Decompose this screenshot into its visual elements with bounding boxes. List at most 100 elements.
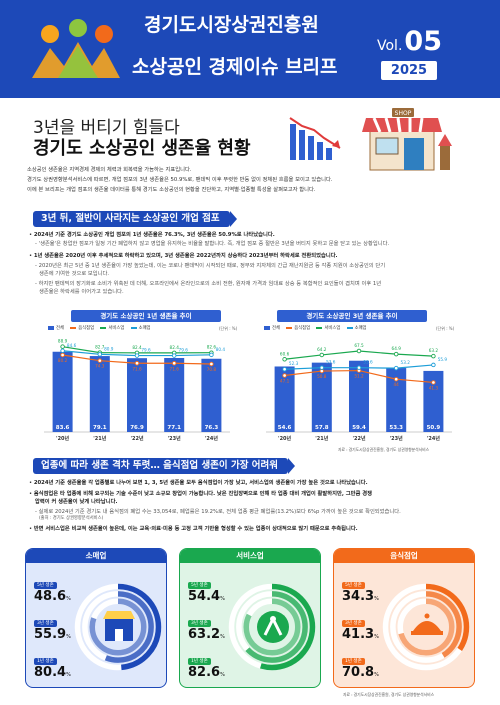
point-value-label: 79.6 — [141, 348, 151, 353]
series-point — [393, 365, 399, 371]
card-title: 소매업 — [26, 549, 166, 563]
series-point — [393, 351, 399, 357]
series-point — [209, 361, 214, 367]
bar-total — [386, 368, 407, 432]
survival-row: 3년 생존 55.9% — [34, 609, 71, 644]
x-tick-label: '20년 — [278, 435, 291, 442]
series-point — [171, 361, 177, 366]
bullet: • 음식점업은 타 업종에 비해 요구되는 기술 수준이 낮고 소규모 창업이 … — [29, 491, 372, 497]
legend-swatch — [130, 326, 137, 329]
series-point — [209, 352, 214, 358]
legend-swatch — [316, 326, 323, 329]
shop-sign-text: SHOP — [395, 110, 412, 117]
point-value-label: 64.2 — [317, 347, 327, 352]
bullet: • 반면 서비스업은 비교적 생존율이 높은데, 이는 교육·의료·미용 등 고… — [29, 526, 358, 532]
survival-rate-value: 55.9% — [34, 627, 71, 642]
x-tick-label: '21년 — [93, 435, 106, 442]
series-point — [134, 353, 140, 358]
bullet: • 2024년 기준 경기도 소상공인 개업 점포의 1년 생존율은 76.3%… — [29, 232, 275, 238]
intro-line: 경기도 상권영향분석서비스에 따르면, 개업 점포의 3년 생존율은 50.9%… — [27, 177, 333, 183]
intro-line: 소상공인 생존율은 지역경제 경제의 체력과 회복력을 가늠하는 지표입니다. — [27, 167, 192, 173]
intro-line: 이에 본 브리프는 개업 점포의 생존율 데이터를 통해 경기도 소상공인의 현… — [27, 187, 316, 193]
survival-row: 5년 생존 48.6% — [34, 571, 71, 606]
x-tick-label: '22년 — [352, 435, 365, 442]
org-name: 경기도시장상권진흥원 — [144, 14, 319, 36]
unit-label: % — [220, 596, 225, 602]
survival-period-label: 1년 생존 — [188, 658, 211, 665]
point-value-label: 41.3 — [429, 385, 439, 390]
decline-chart-icon — [289, 117, 341, 160]
survival-row: 3년 생존 63.2% — [188, 609, 225, 644]
legend-swatch — [70, 326, 77, 329]
bar-value-label: 79.1 — [93, 425, 107, 431]
section-2-heading: 업종에 따라 생존 격차 뚜렷… 음식점업 생존이 가장 어려워 — [33, 458, 295, 474]
legend-swatch — [100, 326, 107, 329]
bar-value-label: 76.9 — [130, 425, 144, 431]
legend-item: 전체 — [264, 325, 280, 331]
survival-rate-value: 63.2% — [188, 627, 225, 642]
survival-period-label: 5년 생존 — [188, 582, 211, 589]
ring-fill — [236, 591, 308, 663]
card-retail: 소매업 5년 생존 48.6% 3년 생존 55.9% 1년 생존 80.4% — [25, 548, 167, 688]
survival-rate-value: 41.3% — [342, 627, 379, 642]
bar-value-label: 76.3 — [205, 425, 219, 431]
survival-period-label: 1년 생존 — [342, 658, 365, 665]
bullet-text: 2024년 기준 생존율을 각 업종별로 나누어 보면 1, 3, 5년 생존율… — [33, 480, 368, 486]
unit-label: % — [374, 634, 379, 640]
survival-period-label: 3년 생존 — [342, 620, 365, 627]
store-icon: SHOP — [362, 108, 452, 171]
point-value-label: 84.6 — [67, 343, 77, 348]
series-point — [282, 357, 287, 362]
sub-bullet: - 2020년은 최근 5년 중 1년 생존율이 가장 높았는데, 이는 코로나… — [35, 263, 386, 269]
survival-rate-value: 80.4% — [34, 665, 71, 680]
footer-source: 자료 : 경기도시장상권진흥원, 경기도 상권영향분석서비스 — [343, 692, 435, 697]
brief-title: 소상공인 경제이슈 브리프 — [132, 56, 338, 78]
chart-1-plot: 83.6 '20년 79.1 '21년 76.9 '22년 77.1 '23년 76.3 '24년… — [44, 339, 230, 442]
survival-rate-value: 82.6% — [188, 665, 225, 680]
x-tick-label: '24년 — [427, 435, 440, 442]
chart-2-plot: 54.6 '20년 57.8 '21년 59.4 '22년 53.3 '23년 50.9 '24년… — [266, 343, 452, 442]
legend-swatch — [48, 325, 54, 330]
title-line-1: 3년을 버티기 힘들다 — [33, 118, 180, 138]
survival-ring-chart — [228, 583, 316, 671]
ring-fill — [74, 583, 162, 671]
bullet-text: '생존율'은 창업한 점포가 일정 기간 폐업하지 않고 영업을 유지하는 비율… — [38, 241, 390, 247]
point-value-label: 60.6 — [280, 351, 290, 356]
bar-value-label: 59.4 — [352, 425, 366, 431]
bullet-text: 2024년 기준 경기도 소상공인 개업 점포의 1년 생존율은 76.3%, … — [33, 232, 275, 238]
legend-item: 음식점업 — [286, 325, 310, 331]
series-point — [60, 348, 65, 354]
bullet-text: 반면 서비스업은 비교적 생존율이 높은데, 이는 교육·의료·미용 등 고정 … — [33, 526, 358, 532]
bar-total — [89, 356, 110, 432]
survival-ring-chart — [382, 583, 470, 671]
bar-total — [423, 370, 444, 432]
survival-row: 5년 생존 54.4% — [188, 571, 225, 606]
bar-value-label: 50.9 — [427, 425, 441, 431]
shop-illustration: SHOP — [289, 108, 452, 171]
legend-item: 서비스업 — [316, 325, 340, 331]
point-value-label: 71.6 — [132, 366, 142, 371]
ring-fill — [82, 591, 154, 663]
logo-icon — [32, 19, 120, 78]
bullet-text: 음식점업은 타 업종에 비해 요구되는 기술 수준이 낮고 소규모 창업이 가능… — [33, 491, 372, 497]
sub-bullet-cont: 생존에 기여한 것으로 보입니다. — [39, 271, 110, 277]
point-value-label: 70.8 — [207, 367, 217, 372]
point-value-label: 88.9 — [58, 339, 68, 344]
bar-total — [52, 351, 73, 432]
intro-paragraph: 소상공인 생존율은 지역경제 경제의 체력과 회복력을 가늠하는 지표입니다. … — [27, 165, 487, 195]
series-point — [431, 353, 436, 359]
bar-total — [349, 360, 369, 432]
card-restaurant: 음식점업 5년 생존 34.3% 3년 생존 41.3% 1년 생존 70.8% — [333, 548, 475, 688]
point-value-label: 55.9 — [438, 357, 448, 362]
survival-period-label: 5년 생존 — [34, 582, 57, 589]
sub-bullet: - '생존율'은 창업한 점포가 일정 기간 폐업하지 않고 영업을 유지하는 … — [35, 241, 390, 247]
bar-total — [311, 362, 332, 432]
sub-bullet: - 실제로 2024년 기준 경기도 내 음식점의 폐업 수는 33,054로,… — [35, 509, 401, 515]
vol-number: 05 — [404, 26, 442, 57]
point-value-label: 52.3 — [289, 361, 299, 366]
legend-item: 음식점업 — [70, 325, 94, 331]
point-value-label: 64.9 — [392, 346, 402, 351]
legend-item: 서비스업 — [100, 325, 124, 331]
series-point — [431, 380, 436, 385]
